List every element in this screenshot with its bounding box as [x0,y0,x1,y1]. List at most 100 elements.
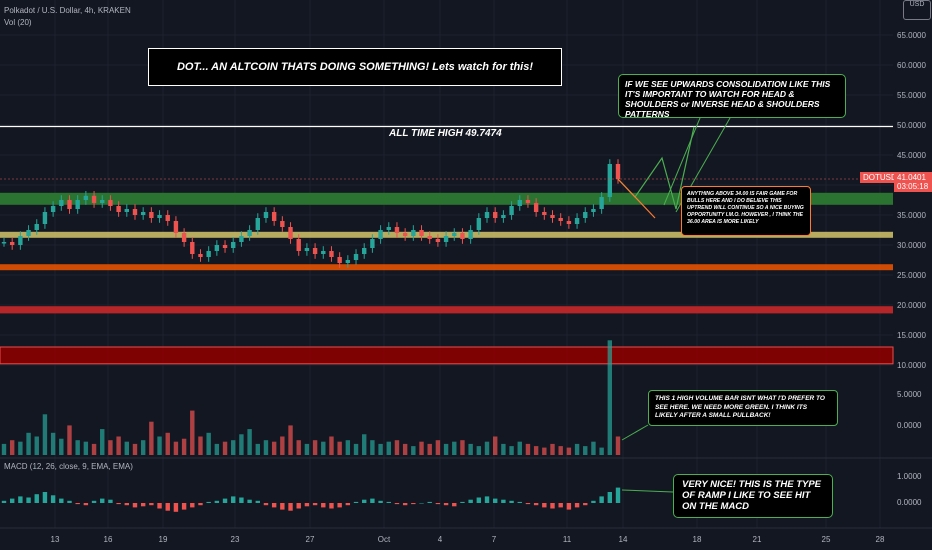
macd-tick-label: 1.0000 [897,472,922,481]
candle-body [1,242,7,244]
volume-bar [100,429,105,455]
volume-bar [59,438,64,455]
candle-body [321,251,326,254]
candle-body [452,233,457,236]
volume-bar [263,440,269,455]
volume-bar [181,438,187,455]
currency-badge[interactable]: USD [903,0,931,20]
macd-bar [607,492,613,503]
volume-bar [386,441,391,455]
candle-body [329,251,334,257]
head-shoulders-note: IF WE SEE UPWARDS CONSOLIDATION LIKE THI… [618,74,846,119]
volume-bar [574,443,580,455]
volume-bar [517,441,522,455]
note-connector [663,117,701,206]
volume-bar [378,443,383,455]
candle-body [599,197,604,209]
symbol-tag: DOTUSD [860,172,900,183]
macd-bar [378,500,383,503]
candle-body [181,233,187,242]
candle-body [67,200,72,209]
candle-body [435,239,441,242]
candle-body [100,200,105,203]
macd-bar [280,503,285,510]
macd-bar [566,503,572,510]
candle-body [91,195,97,203]
macd-bar [100,498,105,503]
macd-bar [140,503,146,507]
time-tick-label: 18 [693,535,702,544]
macd-bar [517,501,522,503]
macd-bar [460,501,465,503]
macd-bar [386,501,391,503]
macd-bar [124,503,129,506]
macd-bar [583,503,588,506]
candle-body [59,200,64,206]
macd-bar [574,503,580,508]
volume-bar [615,436,621,455]
macd-tick-label: 0.0000 [897,498,922,507]
volume-bar [599,447,604,455]
macd-bar [296,503,301,509]
candle-body [34,224,39,230]
time-tick-label: 19 [159,535,168,544]
candle-body [132,209,138,215]
ath-label: ALL TIME HIGH 49.7474 [389,128,502,139]
volume-bar [42,414,48,455]
volume-bar [18,441,23,455]
zone-red [0,306,893,314]
candle-body [255,218,260,230]
symbol-title[interactable]: Polkadot / U.S. Dollar, 4h, KRAKEN [4,6,131,15]
macd-bar [509,500,514,503]
macd-bar [173,503,179,512]
volume-bar [509,446,514,455]
macd-bar [1,500,7,503]
volume-bar [296,440,301,455]
candle-body [402,233,408,236]
volume-bar [124,441,129,455]
candle-body [443,236,449,242]
macd-bar [435,503,441,505]
macd-bar [83,503,89,506]
macd-indicator-label[interactable]: MACD (12, 26, close, 9, EMA, EMA) [4,462,133,471]
candle-body [288,227,293,239]
time-tick-label: 16 [104,535,113,544]
volume-bar [198,436,203,455]
candle-body [394,227,400,233]
volume-bar [533,446,539,455]
time-tick-label: 11 [563,535,572,544]
macd-bar [370,498,375,503]
volume-indicator-label[interactable]: Vol (20) [4,18,32,27]
candle-body [607,164,613,197]
candle-body [501,215,506,218]
candle-body [542,212,547,215]
macd-bar [50,495,56,503]
time-tick-label: 4 [438,535,443,544]
candle-body [411,230,416,236]
price-tick-label: 60.0000 [897,61,926,70]
candle-body [140,212,146,215]
volume-bar [550,443,555,455]
price-tick-label: 25.0000 [897,271,926,280]
fair-game-note: ANYTHING ABOVE 34.00 IS FAIR GAME FOR BU… [681,186,811,236]
volume-bar [345,440,351,455]
pullback-arrow [617,178,656,219]
macd-bar [67,500,72,503]
volume-bar [255,443,260,455]
candle-body [574,218,580,224]
volume-bar [108,440,113,455]
candle-body [591,209,596,212]
last-price: 41.0401 [897,173,926,182]
candle-body [583,212,588,218]
price-tick-label: 10.0000 [897,361,926,370]
macd-bar [321,503,326,508]
volume-bar [50,432,56,455]
macd-note: VERY NICE! THIS IS THE TYPE OF RAMP I LI… [673,474,833,518]
volume-bar [75,440,80,455]
candle-body [427,236,432,239]
volume-tick-label: 5.0000 [897,390,922,399]
currency-label: USD [909,1,925,8]
macd-bar [452,503,457,507]
volume-bar [321,441,326,455]
candle-body [42,212,48,224]
